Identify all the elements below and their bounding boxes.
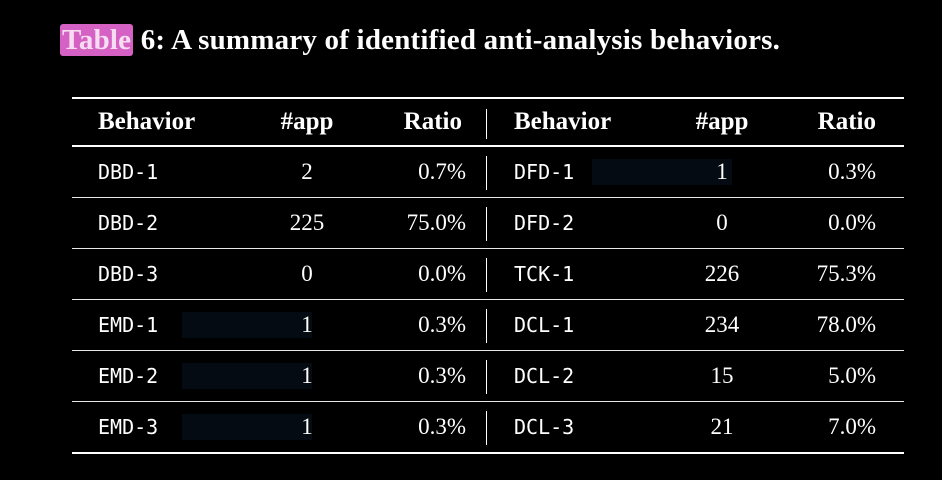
table-row: EMD-3 1 0.3% DCL-3 21 7.0% xyxy=(72,402,904,452)
table-header-rule xyxy=(72,145,904,147)
row-shade xyxy=(182,414,312,440)
header-ratio-right: Ratio xyxy=(817,108,876,135)
table-row-rule xyxy=(72,248,904,249)
table-row-rule xyxy=(72,197,904,198)
cell-behavior-left: EMD-3 xyxy=(98,415,159,439)
cell-ratio-right: 0.0% xyxy=(828,210,876,235)
cell-app-right: 1 xyxy=(716,159,728,184)
cell-ratio-left: 0.7% xyxy=(418,159,466,184)
cell-behavior-left: DBD-3 xyxy=(98,262,159,286)
table-bottom-rule xyxy=(72,452,904,454)
column-separator xyxy=(486,360,487,394)
row-shade xyxy=(182,363,312,389)
caption-highlight-label: Table xyxy=(60,24,134,56)
column-separator xyxy=(486,258,487,292)
cell-ratio-right: 75.3% xyxy=(816,261,876,286)
cell-ratio-left: 0.3% xyxy=(418,414,466,439)
table-row: EMD-2 1 0.3% DCL-2 15 5.0% xyxy=(72,351,904,401)
table-row: DBD-3 0 0.0% TCK-1 226 75.3% xyxy=(72,249,904,299)
cell-behavior-right: DCL-3 xyxy=(514,415,575,439)
cell-app-left: 225 xyxy=(289,210,325,235)
cell-app-left: 2 xyxy=(301,159,313,184)
cell-behavior-right: DCL-1 xyxy=(514,313,575,337)
header-app-left: #app xyxy=(280,108,334,135)
cell-app-right: 15 xyxy=(710,363,734,388)
column-separator xyxy=(486,207,487,241)
cell-ratio-left: 0.0% xyxy=(418,261,466,286)
cell-behavior-left: EMD-1 xyxy=(98,313,159,337)
cell-ratio-left: 0.3% xyxy=(418,363,466,388)
cell-behavior-left: DBD-1 xyxy=(98,160,159,184)
cell-behavior-right: TCK-1 xyxy=(514,262,575,286)
table-top-rule xyxy=(72,97,904,99)
cell-ratio-right: 78.0% xyxy=(816,312,876,337)
cell-behavior-right: DFD-1 xyxy=(514,160,575,184)
column-separator xyxy=(486,309,487,343)
table-row: DBD-1 2 0.7% DFD-1 1 0.3% xyxy=(72,147,904,197)
cell-behavior-left: DBD-2 xyxy=(98,211,159,235)
cell-app-left: 1 xyxy=(301,414,313,439)
cell-app-right: 234 xyxy=(704,312,740,337)
table-caption: Table 6: A summary of identified anti-an… xyxy=(60,24,780,57)
table-row-rule xyxy=(72,401,904,402)
anti-analysis-table: Behavior #app Ratio Behavior #app Ratio … xyxy=(72,97,904,454)
header-behavior-right: Behavior xyxy=(514,108,612,135)
cell-ratio-right: 0.3% xyxy=(828,159,876,184)
cell-app-left: 1 xyxy=(301,312,313,337)
row-shade xyxy=(592,159,732,185)
cell-behavior-left: EMD-2 xyxy=(98,364,159,388)
header-ratio-left: Ratio xyxy=(403,108,462,135)
cell-app-right: 0 xyxy=(716,210,728,235)
table-row: EMD-1 1 0.3% DCL-1 234 78.0% xyxy=(72,300,904,350)
header-app-right: #app xyxy=(695,108,749,135)
column-separator xyxy=(486,109,487,139)
cell-app-right: 21 xyxy=(710,414,734,439)
cell-app-left: 1 xyxy=(301,363,313,388)
column-separator xyxy=(486,156,487,190)
column-separator xyxy=(486,411,487,445)
table-header-row: Behavior #app Ratio Behavior #app Ratio xyxy=(72,99,904,145)
cell-ratio-left: 0.3% xyxy=(418,312,466,337)
table-row: DBD-2 225 75.0% DFD-2 0 0.0% xyxy=(72,198,904,248)
cell-app-right: 226 xyxy=(704,261,740,286)
caption-text: 6: A summary of identified anti-analysis… xyxy=(140,24,781,56)
header-behavior-left: Behavior xyxy=(98,108,196,135)
cell-behavior-right: DCL-2 xyxy=(514,364,575,388)
cell-behavior-right: DFD-2 xyxy=(514,211,575,235)
cell-ratio-right: 5.0% xyxy=(828,363,876,388)
cell-ratio-right: 7.0% xyxy=(828,414,876,439)
table-row-rule xyxy=(72,299,904,300)
cell-ratio-left: 75.0% xyxy=(406,210,466,235)
cell-app-left: 0 xyxy=(301,261,313,286)
row-shade xyxy=(182,312,312,338)
table-row-rule xyxy=(72,350,904,351)
